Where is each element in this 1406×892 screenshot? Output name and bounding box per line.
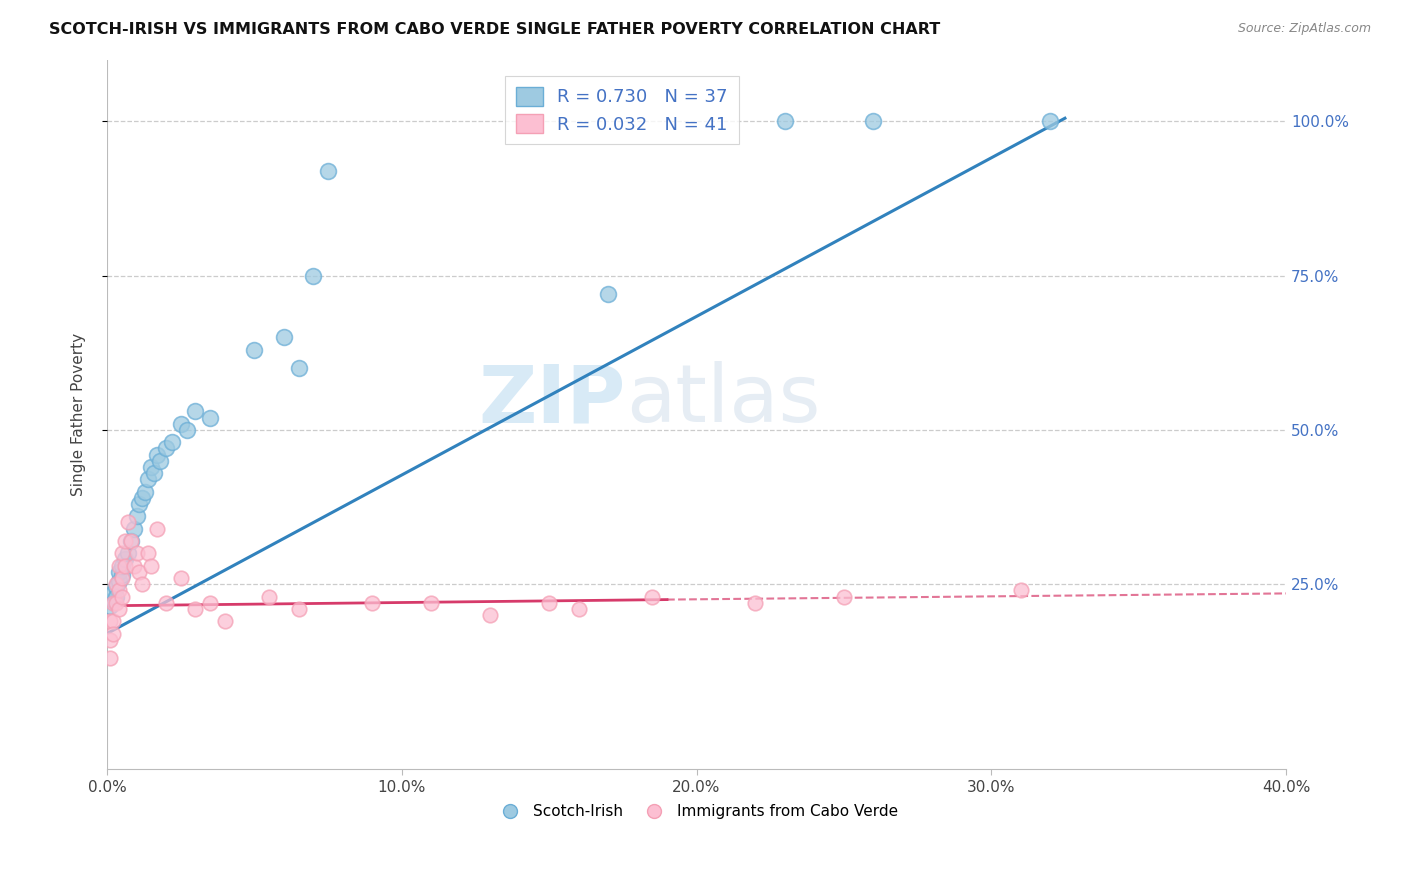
Point (108, 602, 131, 616)
Point (108, 565, 131, 579)
Point (131, 491, 153, 505)
Point (538, 596, 561, 610)
Point (287, 602, 309, 616)
Point (98, 651, 121, 665)
Point (479, 607, 502, 622)
Point (98, 599, 121, 613)
Point (200, 410, 222, 425)
Point (101, 626, 124, 640)
Point (155, 442, 177, 456)
Point (1010, 583, 1032, 598)
Point (141, 459, 163, 474)
Point (114, 558, 136, 573)
Point (128, 565, 150, 579)
Point (108, 558, 131, 573)
Text: SCOTCH-IRISH VS IMMIGRANTS FROM CABO VERDE SINGLE FATHER POVERTY CORRELATION CHA: SCOTCH-IRISH VS IMMIGRANTS FROM CABO VER… (49, 22, 941, 37)
Text: ZIP: ZIP (478, 361, 626, 439)
Point (104, 577, 127, 591)
Point (744, 596, 766, 610)
Text: Source: ZipAtlas.com: Source: ZipAtlas.com (1237, 22, 1371, 36)
Point (125, 509, 148, 524)
Point (108, 583, 131, 598)
Y-axis label: Single Father Poverty: Single Father Poverty (72, 333, 86, 496)
Point (184, 602, 207, 616)
Point (114, 552, 136, 566)
Point (104, 590, 127, 604)
Point (155, 596, 177, 610)
Point (420, 596, 443, 610)
Point (111, 568, 134, 582)
Point (111, 558, 134, 573)
Point (101, 614, 124, 628)
Point (149, 454, 172, 468)
Point (101, 596, 124, 610)
Point (773, 114, 796, 128)
Point (146, 522, 169, 536)
Point (122, 558, 145, 573)
Point (243, 343, 266, 357)
Point (120, 533, 142, 548)
Point (214, 614, 236, 628)
Point (143, 466, 166, 480)
Point (104, 596, 127, 610)
Point (862, 114, 884, 128)
Point (273, 330, 295, 344)
Point (184, 404, 207, 418)
Point (131, 577, 153, 591)
Point (1039, 114, 1062, 128)
Point (287, 361, 309, 376)
Point (200, 596, 222, 610)
Point (641, 590, 664, 604)
Point (104, 580, 127, 594)
Point (120, 533, 142, 548)
Point (598, 287, 620, 301)
Point (111, 571, 134, 585)
Point (117, 516, 139, 530)
Point (111, 546, 134, 560)
Point (160, 435, 183, 450)
Point (114, 533, 136, 548)
Legend: Scotch-Irish, Immigrants from Cabo Verde: Scotch-Irish, Immigrants from Cabo Verde (489, 798, 904, 825)
Point (568, 602, 591, 616)
Point (170, 417, 193, 431)
Point (176, 423, 198, 437)
Text: atlas: atlas (626, 361, 820, 439)
Point (316, 163, 339, 178)
Point (108, 574, 131, 588)
Point (302, 268, 325, 283)
Point (117, 546, 139, 560)
Point (134, 484, 156, 499)
Point (128, 497, 150, 511)
Point (111, 590, 134, 604)
Point (257, 590, 280, 604)
Point (361, 596, 384, 610)
Point (832, 590, 855, 604)
Point (101, 586, 124, 600)
Point (101, 592, 124, 607)
Point (141, 558, 163, 573)
Point (146, 448, 169, 462)
Point (138, 546, 160, 560)
Point (138, 472, 160, 486)
Point (170, 571, 193, 585)
Point (122, 522, 145, 536)
Point (125, 546, 148, 560)
Point (98, 614, 121, 628)
Point (98, 632, 121, 647)
